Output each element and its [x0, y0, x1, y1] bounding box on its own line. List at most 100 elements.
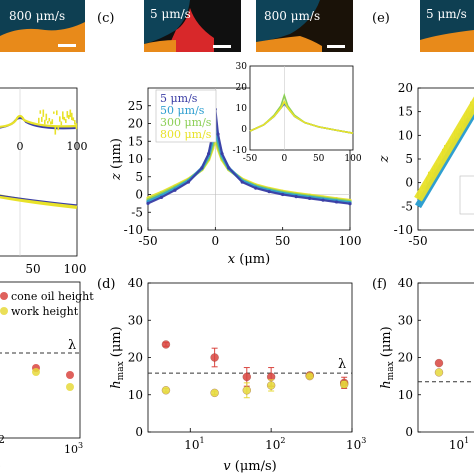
panel-c-inset-chart: -50 0 50 100 -10 0 10 20 30: [233, 62, 362, 164]
tick-label-x: 50: [275, 234, 290, 248]
legend-entry: 300 μm/s: [160, 116, 212, 129]
noise-datapoint: [440, 156, 442, 164]
tick-label-y: 10: [128, 388, 143, 402]
tick-label-y: 0: [405, 176, 413, 190]
noise-datapoint: [38, 117, 40, 124]
lower-profile-blue: [0, 194, 78, 206]
legend-entry: 5 μm/s: [160, 92, 198, 105]
y-axis-var: z: [109, 169, 124, 181]
tick-label-y: 0: [135, 188, 143, 202]
noise-datapoint: [74, 120, 76, 125]
lambda-label: λ: [338, 357, 346, 372]
tick-label-y: 25: [128, 99, 143, 113]
legend-marker-silicone: [0, 292, 8, 300]
x-axis-label: v (μm/s): [223, 459, 276, 474]
tick-label-y: 40: [128, 276, 143, 290]
noise-datapoint: [42, 109, 45, 117]
noise-datapoint: [448, 140, 450, 145]
datapoint: [305, 371, 314, 381]
panel-left-bottom-partial: λ cone oil height work height 2 103 ): [0, 281, 94, 474]
series-point: [220, 152, 224, 156]
series-point: [186, 180, 190, 184]
tick-label-x: -50: [408, 234, 427, 248]
noise-datapoint: [57, 127, 60, 131]
tick-label-0: 0: [17, 140, 24, 153]
tick-label-y: 0: [405, 425, 413, 439]
noise-datapoint: [75, 123, 78, 130]
x-axis-unit: (μm): [239, 252, 270, 267]
panel-b-partial: 0 100: [0, 87, 88, 257]
lower-profile-curves: [0, 194, 78, 209]
noise-datapoint: [444, 145, 446, 154]
tick-label-y: 20: [128, 117, 143, 131]
tick-exponent: 2: [280, 436, 285, 445]
datapoint-silicone: [66, 371, 74, 379]
noise-datapoint: [48, 117, 51, 122]
noise-datapoint: [63, 116, 66, 121]
series-point: [267, 190, 271, 194]
micrograph-network: [256, 36, 322, 52]
inset-tick-label-x: 100: [344, 154, 361, 164]
profile-curves-noise: [0, 114, 78, 128]
noise-datapoint: [45, 113, 48, 121]
axes-frame: [0, 281, 81, 439]
series-point: [334, 200, 339, 204]
noise-datapoint: [456, 129, 458, 139]
series-line: [147, 108, 351, 205]
series-point: [321, 198, 325, 202]
noise-datapoint: [468, 110, 470, 119]
datapoint: [242, 386, 251, 395]
tick-label-y: 15: [128, 134, 143, 148]
x-axis-unit: (μm/s): [235, 459, 277, 474]
noise-datapoint: [472, 104, 474, 109]
tick-label-x: 101: [449, 436, 469, 452]
datapoint: [161, 386, 171, 395]
image-speed-label: 800 μm/s: [264, 9, 320, 23]
tick-label-y: 30: [128, 313, 143, 327]
lambda-label: λ: [68, 338, 76, 353]
panel-label-d: (d): [97, 277, 115, 292]
datapoint: [434, 358, 444, 368]
tick-label-y: 10: [398, 128, 413, 142]
noise-datapoint: [430, 172, 432, 178]
image-left-partial: 800 μm/s: [0, 0, 85, 52]
tick-label-y: -5: [131, 205, 143, 219]
noise-datapoint: [50, 121, 52, 125]
image-speed-label: 5 μm/s: [426, 7, 467, 21]
image-c-right: 800 μm/s: [256, 0, 353, 52]
noise-datapoint: [450, 139, 452, 145]
tick-exponent: 1: [200, 436, 205, 445]
tick-label-y: 30: [398, 313, 413, 327]
noise-datapoint: [71, 112, 73, 121]
tick-label-x: -50: [138, 234, 157, 248]
noise-datapoint: [442, 148, 444, 158]
inset-tick-label-y: 10: [236, 104, 248, 114]
tick-label-y: 20: [398, 351, 413, 365]
noise-datapoint: [426, 177, 428, 184]
tick-label-y: 5: [135, 170, 143, 184]
image-e-left: 5 μm/s: [420, 0, 474, 52]
datapoint-network: [66, 383, 74, 391]
legend-marker-network: [0, 307, 8, 315]
xlabel-partial: ): [0, 459, 1, 474]
noise-datapoint: [424, 184, 426, 191]
inset-series-line: [249, 100, 354, 134]
y-axis-unit: (μm): [109, 326, 124, 361]
scale-bar: [213, 45, 231, 48]
noise-datapoint: [56, 110, 58, 116]
noise-datapoint: [452, 136, 454, 142]
axes-frame: [0, 87, 78, 257]
tick-label-x: 0: [212, 234, 220, 248]
panel-label-f: (f): [372, 277, 387, 292]
noise-datapoint: [446, 142, 448, 150]
y-axis-var: z: [377, 155, 392, 163]
tick-label-y: -10: [394, 223, 413, 237]
noise-datapoint: [68, 115, 70, 120]
datapoint: [340, 380, 349, 389]
noise-datapoint: [428, 171, 430, 177]
noise-datapoint: [54, 126, 57, 135]
y-axis-subscript: max: [386, 361, 396, 380]
datapoint: [210, 388, 219, 398]
